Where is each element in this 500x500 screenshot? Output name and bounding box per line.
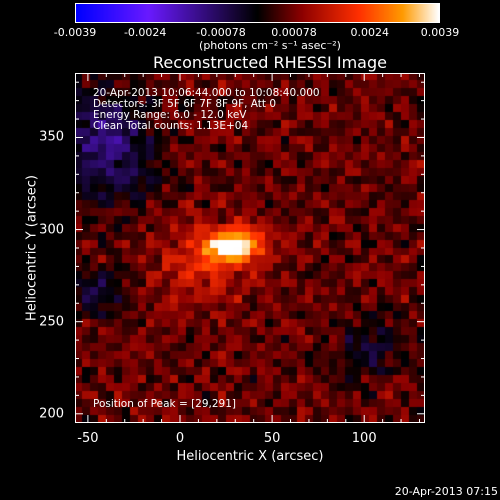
colorbar-tick-label: 0.0039 (420, 26, 460, 39)
chart-title: Reconstructed RHESSI Image (153, 53, 387, 72)
colorbar-tick-label: 0.00078 (271, 26, 317, 39)
y-tick-label: 250 (39, 314, 64, 330)
colorbar-tick-label: -0.0024 (123, 26, 167, 39)
colorbar-unit: (photons cm⁻² s⁻¹ asec⁻²) (199, 39, 341, 52)
x-tick-label: -50 (77, 431, 99, 446)
colorbar-tick-label: 0.0024 (350, 26, 390, 39)
y-tick-label: 300 (39, 222, 64, 238)
y-axis-label: Heliocentric Y (arcsec) (24, 175, 40, 321)
x-axis-label: Heliocentric X (arcsec) (176, 449, 324, 464)
x-tick-label: 50 (263, 431, 281, 446)
x-tick-label: 0 (175, 431, 185, 446)
heatmap-image (75, 73, 425, 423)
colorbar-tick-label: -0.00078 (196, 26, 246, 39)
colorbar (75, 3, 440, 23)
timestamp: 20-Apr-2013 07:15 (394, 485, 498, 498)
info-energy-range: Energy Range: 6.0 - 12.0 keV (93, 109, 247, 121)
info-detectors: Detectors: 3F 5F 6F 7F 8F 9F, Att 0 (93, 98, 277, 110)
y-tick-label: 200 (39, 406, 64, 422)
y-tick-label: 350 (39, 129, 64, 145)
info-time-range: 20-Apr-2013 10:06:44.000 to 10:08:40.000 (93, 87, 320, 99)
x-tick-label: 100 (351, 431, 377, 446)
peak-position-label: Position of Peak = [29,291] (93, 398, 237, 410)
colorbar-tick-label: -0.0039 (53, 26, 97, 39)
info-counts: Clean Total counts: 1.13E+04 (93, 120, 249, 132)
